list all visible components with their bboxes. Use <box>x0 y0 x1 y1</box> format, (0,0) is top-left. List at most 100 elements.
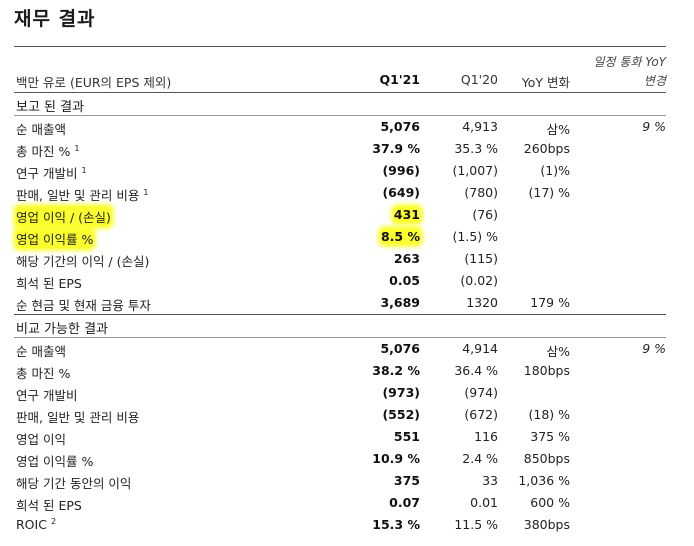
row-label: 연구 개발비 1 <box>16 163 87 182</box>
value-q120: 33 <box>482 473 498 488</box>
value-q121: 375 <box>393 473 420 488</box>
value-q121: 15.3 % <box>372 517 420 532</box>
table-row: 영업 이익 / (손실) 431 (76) <box>14 204 666 226</box>
value-q121: 8.5 % <box>380 229 420 244</box>
value-q120: (115) <box>464 251 498 266</box>
section-reported-title: 보고 된 결과 <box>16 100 85 115</box>
row-label: 영업 이익 <box>16 429 66 448</box>
value-q120: 2.4 % <box>462 451 498 466</box>
value-q121: 431 <box>393 207 420 222</box>
value-yoy: 260bps <box>523 141 570 156</box>
table-row: 해당 기간 동안의 이익 375 33 1,036 % <box>14 470 666 492</box>
header-q121: Q1'21 <box>379 72 420 87</box>
table-row: 판매, 일반 및 관리 비용 1 (649) (780) (17) % <box>14 182 666 204</box>
page-title: 재무 결과 <box>14 8 96 30</box>
row-label-text: 총 마진 % <box>16 366 71 381</box>
table-row: 연구 개발비 1 (996) (1,007) (1)% <box>14 160 666 182</box>
value-yoy: 삼% <box>546 122 570 137</box>
header-q120: Q1'20 <box>460 72 498 87</box>
value-q120: 0.01 <box>470 495 498 510</box>
column-header: 백만 유로 (EUR의 EPS 제외) Q1'21 Q1'20 YoY 변화 <box>14 72 666 92</box>
footnote-marker: 1 <box>74 144 80 153</box>
row-label-text: 순 매출액 <box>16 344 66 359</box>
value-q121: (649) <box>382 185 420 200</box>
table-row: 연구 개발비 (973) (974) <box>14 382 666 404</box>
value-yoy: 375 % <box>530 429 570 444</box>
value-q120: (76) <box>472 207 498 222</box>
row-label-text: 영업 이익률 % <box>16 232 94 247</box>
value-q121: 551 <box>393 429 420 444</box>
row-label: 영업 이익률 % <box>16 229 94 248</box>
value-q120: 1320 <box>466 295 498 310</box>
row-label: 연구 개발비 <box>16 385 77 404</box>
row-label-text: 순 매출액 <box>16 122 66 137</box>
row-label: 해당 기간 동안의 이익 <box>16 473 131 492</box>
header-yoy: YoY 변화 <box>521 75 570 90</box>
table-row: 판매, 일반 및 관리 비용 (552) (672) (18) % <box>14 404 666 426</box>
row-label-text: 연구 개발비 <box>16 166 78 181</box>
row-label-text: 판매, 일반 및 관리 비용 <box>16 188 140 203</box>
value-q121: 5,076 <box>380 119 420 134</box>
row-label-text: 영업 이익률 % <box>16 454 94 469</box>
value-q120: 116 <box>474 429 498 444</box>
row-label: ROIC 2 <box>16 517 56 532</box>
value-q121: 37.9 % <box>372 141 420 156</box>
value-q121: 3,689 <box>380 295 420 310</box>
table-row: 총 마진 % 38.2 % 36.4 % 180bps <box>14 360 666 382</box>
row-label: 순 현금 및 현재 금융 투자 <box>16 295 151 314</box>
value-yoy: 380bps <box>523 517 570 532</box>
value-q120: (974) <box>464 385 498 400</box>
constant-currency-note: 일정 통화 YoY 변경 <box>594 53 666 90</box>
section-comparable-title: 비교 가능한 결과 <box>16 322 108 337</box>
table-row: ROIC 2 15.3 % 11.5 % 380bps <box>14 514 666 536</box>
value-q120: 4,914 <box>462 341 498 356</box>
fx-note-line-2: 변경 <box>643 73 666 88</box>
table-row: 해당 기간의 이익 / (손실) 263 (115) <box>14 248 666 270</box>
table-row: 희석 된 EPS 0.07 0.01 600 % <box>14 492 666 514</box>
value-yoy: 삼% <box>546 344 570 359</box>
value-yoy: (17) % <box>528 185 570 200</box>
table-row: 순 매출액 5,076 4,913 삼% 9 % <box>14 116 666 138</box>
value-yoy: 180bps <box>523 363 570 378</box>
value-q121: (552) <box>382 407 420 422</box>
value-q120: 11.5 % <box>454 517 498 532</box>
table-row: 영업 이익률 % 10.9 % 2.4 % 850bps <box>14 448 666 470</box>
section-reported: 보고 된 결과 <box>14 92 666 116</box>
footnote-marker: 1 <box>143 188 149 197</box>
table-row: 순 매출액 5,076 4,914 삼% 9 % <box>14 338 666 360</box>
value-yoy: 850bps <box>523 451 570 466</box>
value-q120: 35.3 % <box>454 141 498 156</box>
top-divider <box>14 46 666 47</box>
row-label-text: 해당 기간 동안의 이익 <box>16 476 132 491</box>
fx-note-line-1: 일정 통화 YoY <box>593 55 666 69</box>
table-row: 영업 이익률 % 8.5 % (1.5) % <box>14 226 666 248</box>
value-q121: 5,076 <box>380 341 420 356</box>
section-comparable: 비교 가능한 결과 <box>14 314 666 338</box>
row-label: 희석 된 EPS <box>16 495 82 514</box>
value-yoy: 1,036 % <box>518 473 570 488</box>
value-q120: (1.5) % <box>452 229 498 244</box>
value-yoy: 179 % <box>530 295 570 310</box>
footnote-marker: 2 <box>50 517 57 526</box>
value-yoy: 600 % <box>530 495 570 510</box>
row-label: 영업 이익률 % <box>16 451 93 470</box>
header-label: 백만 유로 (EUR의 EPS 제외) <box>16 75 172 90</box>
value-q121: 263 <box>393 251 420 266</box>
value-q121: (973) <box>382 385 420 400</box>
row-label-text: 영업 이익 / (손실) <box>16 210 111 225</box>
row-label: 순 매출액 <box>16 341 66 360</box>
row-label: 순 매출액 <box>16 119 66 138</box>
table-row: 총 마진 % 1 37.9 % 35.3 % 260bps <box>14 138 666 160</box>
row-label: 판매, 일반 및 관리 비용 <box>16 407 139 426</box>
value-yoy: (18) % <box>528 407 570 422</box>
row-label-text: 순 현금 및 현재 금융 투자 <box>16 298 151 313</box>
value-q120: (780) <box>464 185 498 200</box>
row-label-text: 총 마진 % <box>16 144 71 159</box>
value-q121: 38.2 % <box>372 363 420 378</box>
row-label-text: ROIC <box>16 517 47 532</box>
row-label-text: 희석 된 EPS <box>16 498 82 513</box>
row-label: 총 마진 % 1 <box>16 141 79 160</box>
value-fx-yoy: 9 % <box>642 119 666 134</box>
table-row: 희석 된 EPS 0.05 (0.02) <box>14 270 666 292</box>
value-q120: (1,007) <box>452 163 498 178</box>
